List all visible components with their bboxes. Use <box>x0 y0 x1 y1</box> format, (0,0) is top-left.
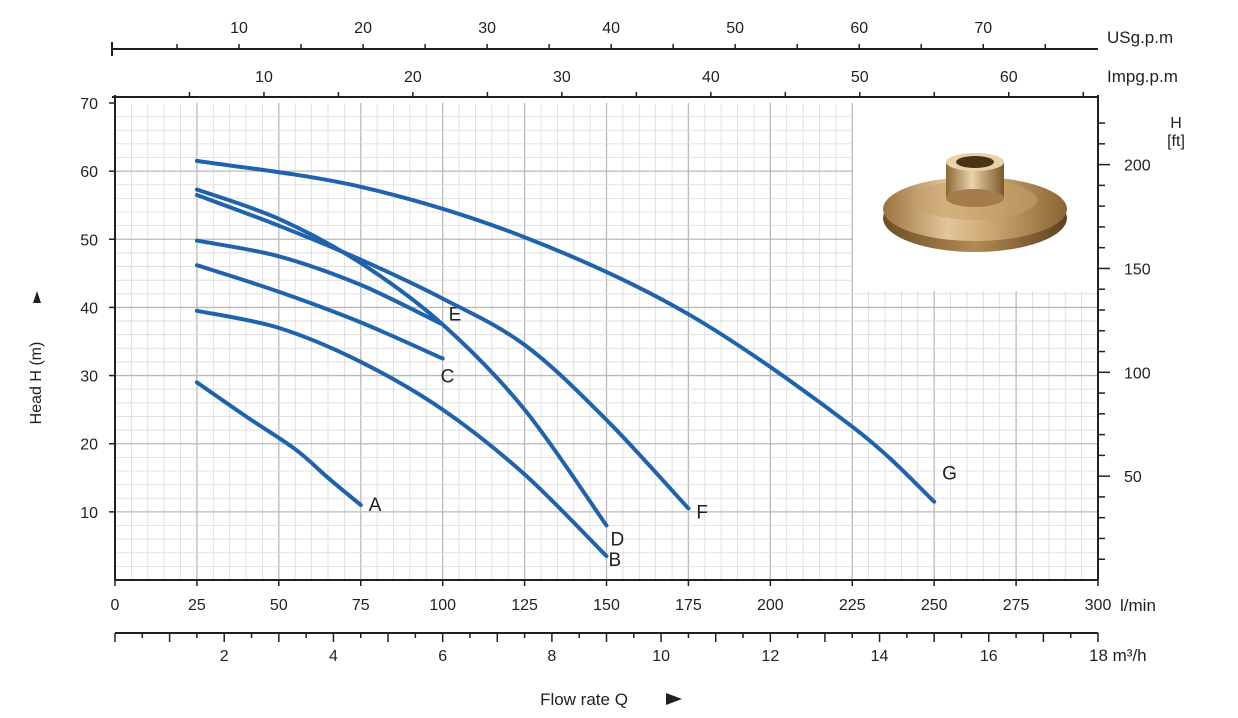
x-tick-label: 250 <box>921 597 948 614</box>
usgpm-tick-label: 70 <box>974 20 992 37</box>
series-line-c <box>194 263 445 361</box>
x-tick-label: 100 <box>429 597 456 614</box>
ft-axis-unit: [ft] <box>1167 133 1185 150</box>
ft-axis-title: H <box>1170 115 1182 132</box>
x-tick-label: 50 <box>270 597 288 614</box>
impgpm-tick-label: 30 <box>553 69 571 86</box>
impgpm-tick-label: 40 <box>702 69 720 86</box>
x-tick-label: 125 <box>511 597 538 614</box>
y-tick-label: 10 <box>80 505 98 522</box>
series-line-g <box>194 158 937 504</box>
y-tick-label: 30 <box>80 369 98 386</box>
m3h-tick-label: 2 <box>220 648 229 665</box>
series-label-d: D <box>611 529 625 550</box>
x-tick-label: 25 <box>188 597 206 614</box>
impgpm-tick-label: 20 <box>404 69 422 86</box>
ft-tick-label: 50 <box>1124 469 1142 486</box>
impgpm-tick-label: 60 <box>1000 69 1018 86</box>
series-line-a <box>194 380 363 507</box>
ft-tick-label: 100 <box>1124 365 1151 382</box>
x-tick-label: 0 <box>111 597 120 614</box>
series-line-f <box>194 193 691 511</box>
grid <box>115 103 1098 580</box>
series-label-f: F <box>696 502 708 523</box>
series-line-d <box>194 187 609 528</box>
y-tick-label: 40 <box>80 300 98 317</box>
impgpm-tick-label: 50 <box>851 69 869 86</box>
impeller-image <box>883 153 1067 252</box>
x-tick-label: 225 <box>839 597 866 614</box>
ft-tick-label: 150 <box>1124 261 1151 278</box>
x-tick-label: 300 <box>1085 597 1112 614</box>
x-tick-label: 275 <box>1003 597 1030 614</box>
m3h-tick-label: 14 <box>871 648 889 665</box>
usgpm-tick-label: 10 <box>230 20 248 37</box>
usgpm-tick-label: 60 <box>850 20 868 37</box>
series-label-g: G <box>942 464 957 485</box>
y-axis-arrow-icon <box>33 291 41 303</box>
m3h-tick-label: 8 <box>547 648 556 665</box>
impgpm-tick-label: 10 <box>255 69 273 86</box>
ft-tick-label: 200 <box>1124 158 1151 175</box>
series-label-e: E <box>449 304 462 325</box>
series-label-a: A <box>369 495 382 516</box>
usgpm-tick-label: 40 <box>602 20 620 37</box>
m3h-tick-label: 12 <box>761 648 779 665</box>
impgpm-unit-label: Impg.p.m <box>1107 67 1178 86</box>
x-tick-label: 75 <box>352 597 370 614</box>
m3h-tick-label: 16 <box>980 648 998 665</box>
m3h-tick-label: 4 <box>329 648 338 665</box>
series-line-e <box>194 238 445 327</box>
usgpm-tick-label: 20 <box>354 20 372 37</box>
m3h-unit-label: 18 m³/h <box>1089 646 1147 665</box>
x-tick-label: 200 <box>757 597 784 614</box>
x-axis-title: Flow rate Q <box>540 690 628 709</box>
y-tick-label: 60 <box>80 164 98 181</box>
series-line-b <box>194 308 609 559</box>
series-label-c: C <box>441 367 455 388</box>
series-label-b: B <box>609 550 622 571</box>
usgpm-tick-label: 30 <box>478 20 496 37</box>
x-tick-label: 150 <box>593 597 620 614</box>
x-tick-label: 175 <box>675 597 702 614</box>
m3h-tick-label: 6 <box>438 648 447 665</box>
y-tick-label: 50 <box>80 232 98 249</box>
x-axis-arrow-icon <box>666 693 682 705</box>
m3h-tick-label: 10 <box>652 648 670 665</box>
usgpm-unit-label: USg.p.m <box>1107 28 1173 47</box>
y-axis-title: Head H (m) <box>28 342 45 425</box>
impeller-inset <box>853 98 1098 291</box>
y-tick-label: 70 <box>80 96 98 113</box>
series-group: A B C D E F G <box>194 158 957 571</box>
y-tick-label: 20 <box>80 437 98 454</box>
usgpm-tick-label: 50 <box>726 20 744 37</box>
x-unit-label: l/min <box>1120 596 1156 615</box>
